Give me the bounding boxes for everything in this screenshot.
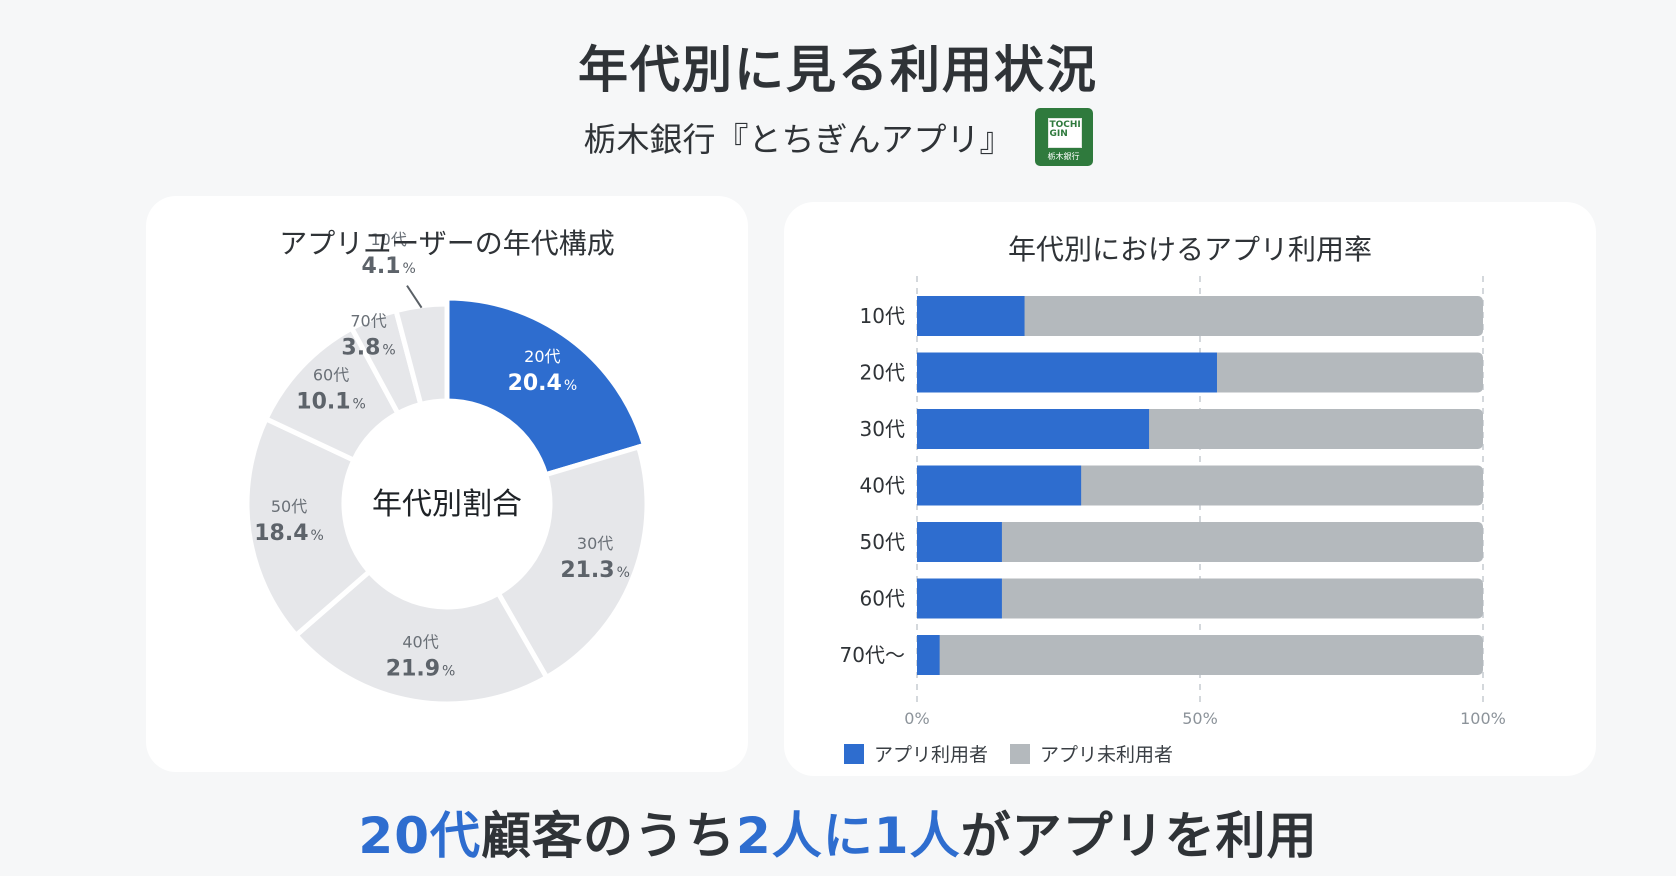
logo-text-bottom: 栃木銀行 [1047, 152, 1080, 161]
bar-non-users-4 [917, 522, 1483, 562]
legend-swatch-non-users [1010, 743, 1031, 764]
x-tick-label: 50% [1182, 709, 1218, 728]
legend-item-users: アプリ利用者 [844, 740, 988, 767]
page-title: 年代別に見る利用状況 [578, 41, 1098, 99]
bank-logo: TOCHI GIN 栃木銀行 [1034, 108, 1093, 166]
bar-non-users-0 [917, 296, 1483, 336]
usage-rate-card: 年代別におけるアプリ利用率 0% 50% 100% 10代 20代 30代 40代 50代 60… [784, 202, 1596, 776]
donut-chart-title: アプリユーザーの年代構成 [279, 227, 615, 260]
donut-center-label: 年代別割合 [372, 487, 522, 522]
legend-item-non-users: アプリ未利用者 [1010, 740, 1173, 767]
donut-category-label: 10代 [370, 230, 406, 249]
x-tick-label: 100% [1460, 709, 1506, 728]
bar-chart: 0% 50% 100% 10代 20代 30代 40代 50代 60代 70代〜 [840, 276, 1506, 728]
y-category-label: 50代 [860, 530, 905, 554]
donut-slice-6 [392, 301, 450, 408]
bar-users-1 [917, 352, 1217, 393]
donut-category-label: 30代 [577, 534, 613, 553]
logo-text-top: TOCHI GIN [1049, 120, 1081, 139]
logo-emblem: TOCHI GIN [1047, 118, 1082, 148]
bar-non-users-5 [917, 578, 1483, 619]
bar-users-4 [917, 522, 1002, 562]
donut-slice-1 [494, 443, 650, 681]
legend-swatch-users [844, 743, 864, 764]
donut-category-label: 60代 [313, 365, 349, 384]
bank-app-subtitle: 栃木銀行『とちぎんアプリ』 [583, 120, 1013, 159]
legend-label-users: アプリ利用者 [874, 744, 989, 766]
y-category-label: 30代 [860, 417, 905, 441]
donut-slice-3 [244, 415, 373, 639]
donut-slice-2 [292, 568, 551, 707]
conclusion-statement: 20代顧客のうち2人に1人がアプリを利用 [0, 796, 1676, 868]
subtitle-row: 栃木銀行『とちぎんアプリ』 TOCHI GIN 栃木銀行 [0, 108, 1676, 166]
bar-users-3 [917, 465, 1082, 506]
age-composition-card: アプリユーザーの年代構成 20代 20.4% 30代 21.3% 40代 21.9% 50代… [146, 196, 748, 772]
y-category-label: 20代 [860, 361, 905, 385]
donut-category-label: 50代 [271, 497, 307, 516]
bar-chart-legend: アプリ利用者 アプリ未利用者 [844, 740, 1185, 767]
bar-users-6 [917, 635, 940, 675]
bar-chart-title: 年代別におけるアプリ利用率 [1007, 233, 1372, 266]
conclusion-part-1: 20代 [358, 807, 481, 865]
bar-users-5 [917, 578, 1002, 619]
y-category-label: 60代 [860, 587, 905, 611]
donut-category-label: 40代 [402, 632, 438, 651]
y-category-label: 70代〜 [840, 643, 905, 667]
donut-category-label: 70代 [350, 311, 386, 330]
bar-non-users-6 [917, 635, 1483, 675]
donut-category-label: 20代 [524, 347, 560, 366]
y-category-label: 40代 [860, 474, 905, 498]
leader-line-6 [406, 285, 423, 309]
bar-users-0 [917, 296, 1025, 336]
conclusion-part-2: 顧客のうち [481, 807, 736, 865]
y-category-label: 10代 [860, 304, 905, 328]
x-tick-label: 0% [904, 709, 929, 728]
donut-slice-0 [444, 295, 648, 478]
legend-label-non-users: アプリ未利用者 [1040, 744, 1174, 766]
bar-users-2 [917, 409, 1150, 449]
conclusion-part-3: 2人に1人 [736, 807, 961, 865]
conclusion-part-4: がアプリを利用 [960, 807, 1318, 865]
